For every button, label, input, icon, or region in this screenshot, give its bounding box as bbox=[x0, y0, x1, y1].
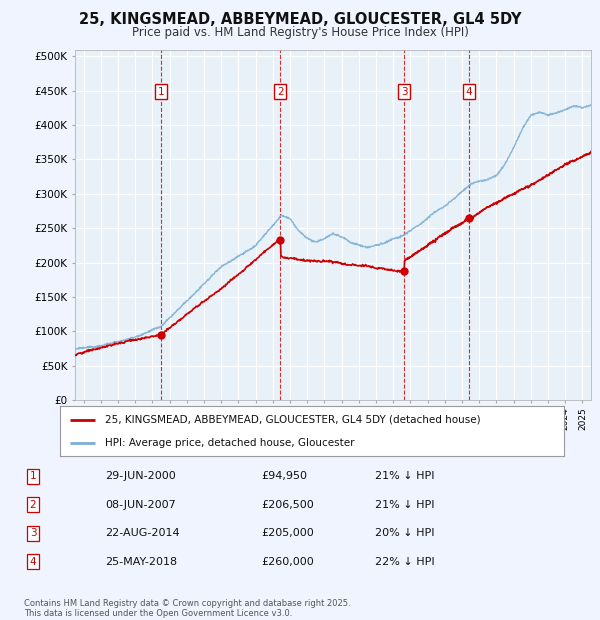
Text: 3: 3 bbox=[401, 87, 407, 97]
Text: 08-JUN-2007: 08-JUN-2007 bbox=[105, 500, 176, 510]
Text: 4: 4 bbox=[29, 557, 37, 567]
Text: 22-AUG-2014: 22-AUG-2014 bbox=[105, 528, 179, 538]
Text: Price paid vs. HM Land Registry's House Price Index (HPI): Price paid vs. HM Land Registry's House … bbox=[131, 26, 469, 39]
Text: 3: 3 bbox=[29, 528, 37, 538]
Text: 1: 1 bbox=[158, 87, 164, 97]
Text: HPI: Average price, detached house, Gloucester: HPI: Average price, detached house, Glou… bbox=[106, 438, 355, 448]
Text: 2: 2 bbox=[29, 500, 37, 510]
Text: 2: 2 bbox=[277, 87, 284, 97]
Text: £94,950: £94,950 bbox=[261, 471, 307, 481]
Text: 22% ↓ HPI: 22% ↓ HPI bbox=[375, 557, 434, 567]
Text: £260,000: £260,000 bbox=[261, 557, 314, 567]
Text: Contains HM Land Registry data © Crown copyright and database right 2025.: Contains HM Land Registry data © Crown c… bbox=[24, 600, 350, 608]
Text: 20% ↓ HPI: 20% ↓ HPI bbox=[375, 528, 434, 538]
Text: This data is licensed under the Open Government Licence v3.0.: This data is licensed under the Open Gov… bbox=[24, 609, 292, 618]
Text: £205,000: £205,000 bbox=[261, 528, 314, 538]
Text: 25, KINGSMEAD, ABBEYMEAD, GLOUCESTER, GL4 5DY: 25, KINGSMEAD, ABBEYMEAD, GLOUCESTER, GL… bbox=[79, 12, 521, 27]
Text: 29-JUN-2000: 29-JUN-2000 bbox=[105, 471, 176, 481]
Text: 21% ↓ HPI: 21% ↓ HPI bbox=[375, 471, 434, 481]
Text: 25-MAY-2018: 25-MAY-2018 bbox=[105, 557, 177, 567]
Text: 21% ↓ HPI: 21% ↓ HPI bbox=[375, 500, 434, 510]
Text: 1: 1 bbox=[29, 471, 37, 481]
Text: 25, KINGSMEAD, ABBEYMEAD, GLOUCESTER, GL4 5DY (detached house): 25, KINGSMEAD, ABBEYMEAD, GLOUCESTER, GL… bbox=[106, 415, 481, 425]
Text: £206,500: £206,500 bbox=[261, 500, 314, 510]
Text: 4: 4 bbox=[466, 87, 472, 97]
